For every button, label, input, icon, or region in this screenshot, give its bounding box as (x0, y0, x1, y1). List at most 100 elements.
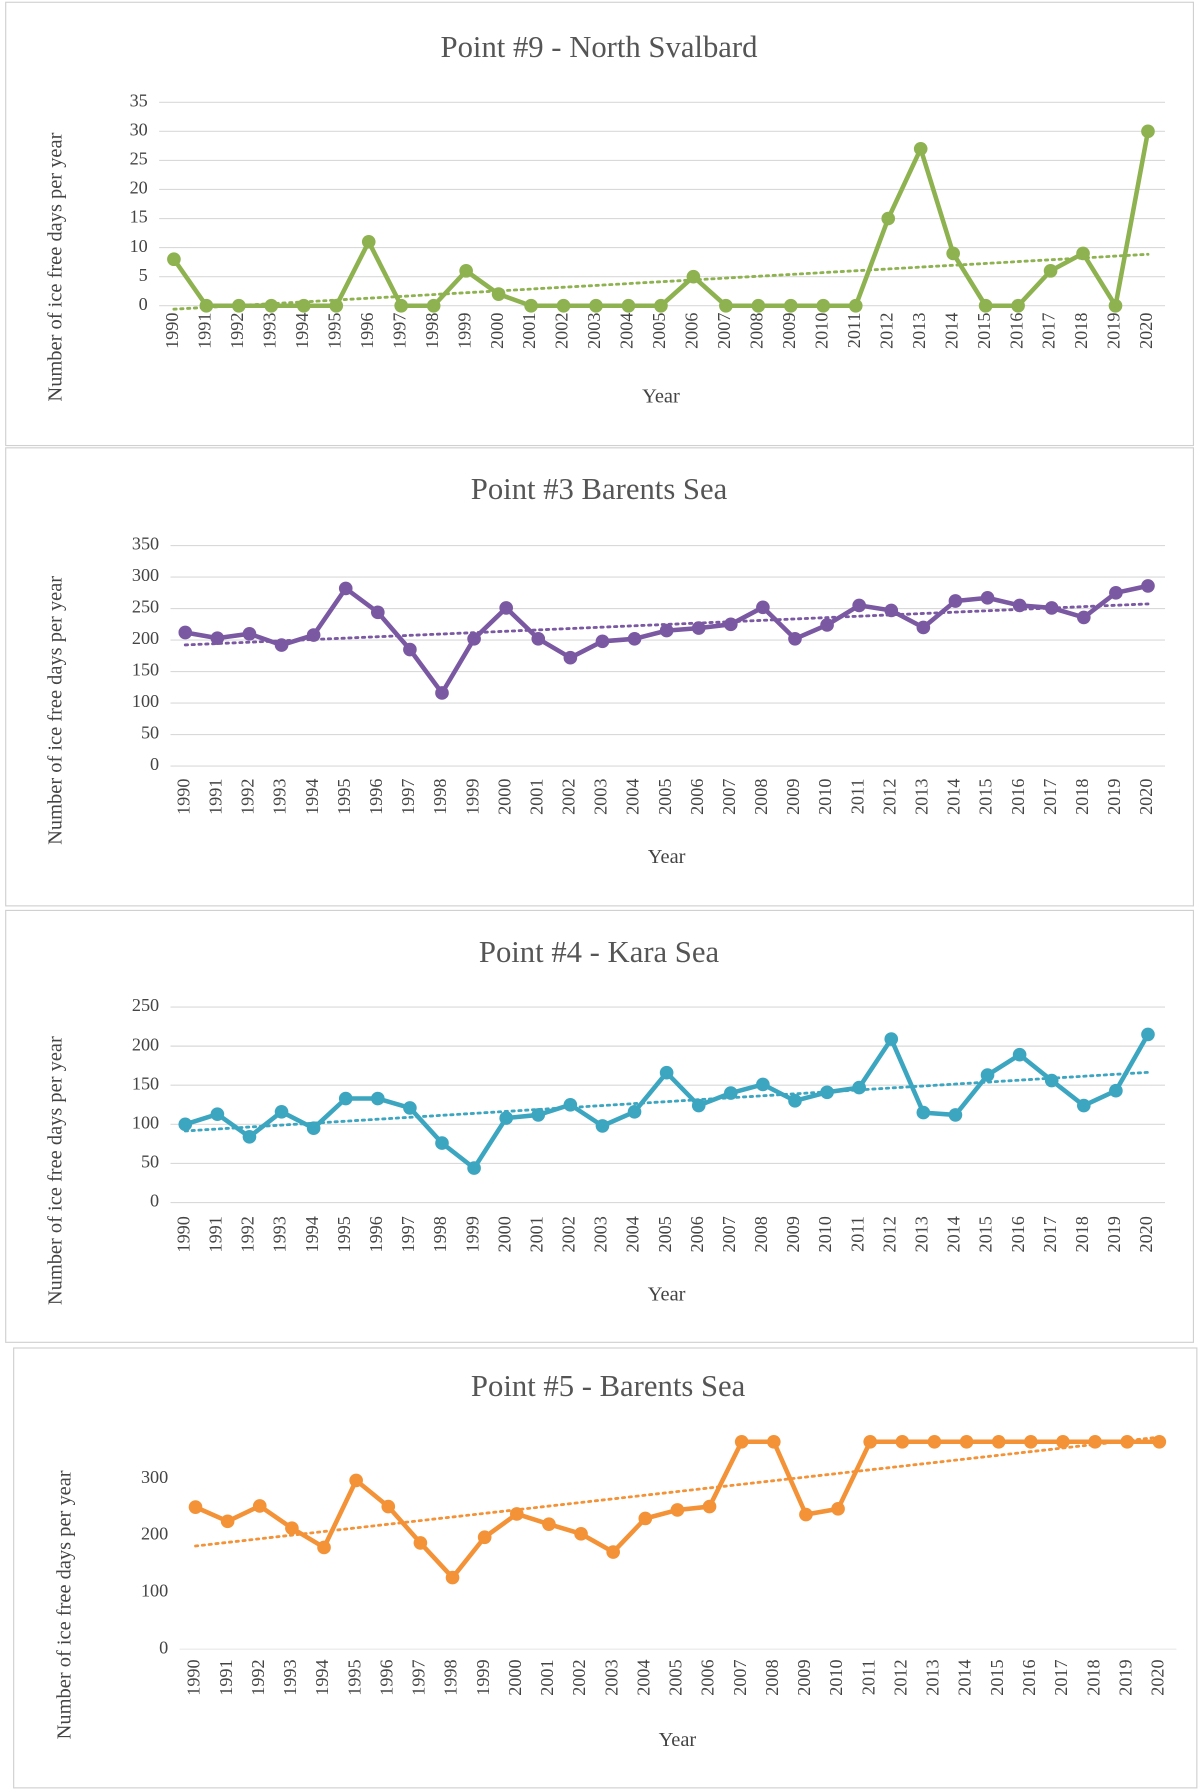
data-point (702, 1499, 717, 1514)
data-point (884, 603, 899, 618)
data-point (306, 1121, 321, 1136)
chart-frame (5, 1, 1195, 447)
data-point (991, 1434, 1006, 1449)
x-tick-label: 2010 (811, 313, 831, 349)
x-tick-label: 2018 (1072, 1216, 1092, 1252)
data-point (881, 211, 896, 226)
data-point (606, 1545, 620, 1559)
x-tick-label: 1993 (270, 1216, 290, 1252)
x-tick-label: 2008 (747, 313, 767, 349)
x-tick-label: 2007 (719, 1216, 739, 1252)
x-tick-label: 2013 (909, 313, 929, 349)
y-tick-label: 5 (139, 265, 148, 285)
x-tick-label: 1993 (259, 313, 279, 349)
data-point (574, 1527, 588, 1541)
y-axis-title: Number of ice free days per year (45, 132, 67, 401)
data-point (863, 1434, 878, 1449)
y-tick-label: 100 (132, 691, 159, 711)
data-point (361, 234, 376, 249)
x-tick-label: 1991 (206, 779, 226, 815)
x-tick-label: 2020 (1148, 1659, 1168, 1695)
data-point (435, 686, 449, 700)
x-tick-label: 1997 (389, 313, 409, 349)
data-point (524, 298, 538, 313)
x-tick-label: 2018 (1071, 313, 1091, 349)
data-point (1044, 601, 1059, 615)
x-tick-label: 2014 (944, 1216, 964, 1252)
data-point (274, 1104, 289, 1119)
data-point (766, 1434, 781, 1449)
x-tick-label: 2009 (779, 313, 799, 349)
data-point (199, 298, 214, 313)
data-point (788, 1094, 802, 1108)
chart-title: Point #3 Barents Sea (471, 472, 728, 506)
chart-frame (13, 1347, 1198, 1789)
x-tick-label: 1996 (357, 313, 377, 349)
data-point (670, 1503, 685, 1517)
x-tick-label: 1990 (173, 779, 193, 815)
x-tick-label: 1997 (409, 1659, 429, 1695)
x-tick-label: 2019 (1104, 779, 1124, 815)
data-point (852, 1080, 866, 1095)
x-tick-label: 2012 (876, 313, 896, 349)
x-tick-label: 2015 (974, 313, 994, 349)
y-tick-label: 0 (150, 754, 159, 774)
data-point (1024, 1434, 1038, 1449)
data-point (413, 1536, 428, 1550)
data-point (627, 1104, 642, 1119)
x-tick-label: 1994 (292, 313, 312, 349)
x-tick-label: 1993 (270, 779, 290, 815)
data-point (1044, 1073, 1059, 1088)
y-tick-label: 200 (141, 1524, 168, 1544)
x-tick-label: 1991 (206, 1216, 226, 1252)
x-tick-label: 2015 (987, 1659, 1007, 1695)
x-tick-label: 2013 (923, 1659, 943, 1695)
chart-title: Point #4 - Kara Sea (479, 935, 720, 969)
data-point (1076, 1098, 1091, 1113)
data-point (563, 650, 578, 665)
data-point (927, 1434, 942, 1449)
data-point (531, 631, 546, 646)
data-point (274, 638, 289, 652)
x-tick-label: 1998 (430, 779, 450, 815)
data-point (329, 298, 344, 313)
x-tick-label: 2003 (584, 313, 604, 349)
x-tick-label: 1990 (162, 313, 182, 349)
x-tick-label: 2008 (751, 1216, 771, 1252)
x-tick-label: 2000 (494, 779, 514, 815)
x-tick-label: 2019 (1115, 1659, 1135, 1695)
y-tick-label: 15 (130, 207, 148, 227)
y-tick-label: 10 (130, 236, 148, 256)
x-tick-label: 1997 (398, 1216, 418, 1252)
x-tick-label: 1998 (430, 1216, 450, 1252)
series-line (184, 1033, 1150, 1171)
data-point (916, 620, 931, 635)
y-tick-label: 0 (150, 1191, 159, 1211)
x-tick-label: 2009 (783, 779, 803, 815)
x-tick-label: 2011 (847, 779, 867, 815)
x-tick-label: 2002 (552, 313, 572, 349)
x-tick-label: 1996 (366, 779, 386, 815)
x-tick-label: 2002 (569, 1659, 589, 1695)
data-point (852, 598, 866, 613)
data-point (756, 1077, 770, 1092)
x-tick-label: 2014 (944, 779, 964, 815)
y-tick-label: 100 (132, 1112, 159, 1132)
x-tick-label: 1999 (473, 1659, 493, 1695)
x-tick-label: 2018 (1072, 779, 1092, 815)
chart-frame (5, 447, 1195, 907)
chart-title: Point #5 - Barents Sea (471, 1369, 746, 1403)
x-tick-label: 2014 (941, 313, 961, 349)
x-tick-label: 2015 (976, 779, 996, 815)
y-tick-label: 25 (130, 149, 148, 169)
x-tick-label: 2003 (591, 779, 611, 815)
data-point (654, 298, 668, 313)
data-point (948, 1108, 963, 1122)
x-axis-title: Year (648, 1283, 686, 1305)
x-tick-label: 1994 (302, 779, 322, 815)
x-tick-label: 2000 (505, 1659, 525, 1695)
x-tick-label: 1995 (334, 1216, 354, 1252)
x-tick-label: 1995 (344, 1659, 364, 1695)
x-tick-label: 2016 (1008, 1216, 1028, 1252)
data-point (1088, 1434, 1102, 1449)
